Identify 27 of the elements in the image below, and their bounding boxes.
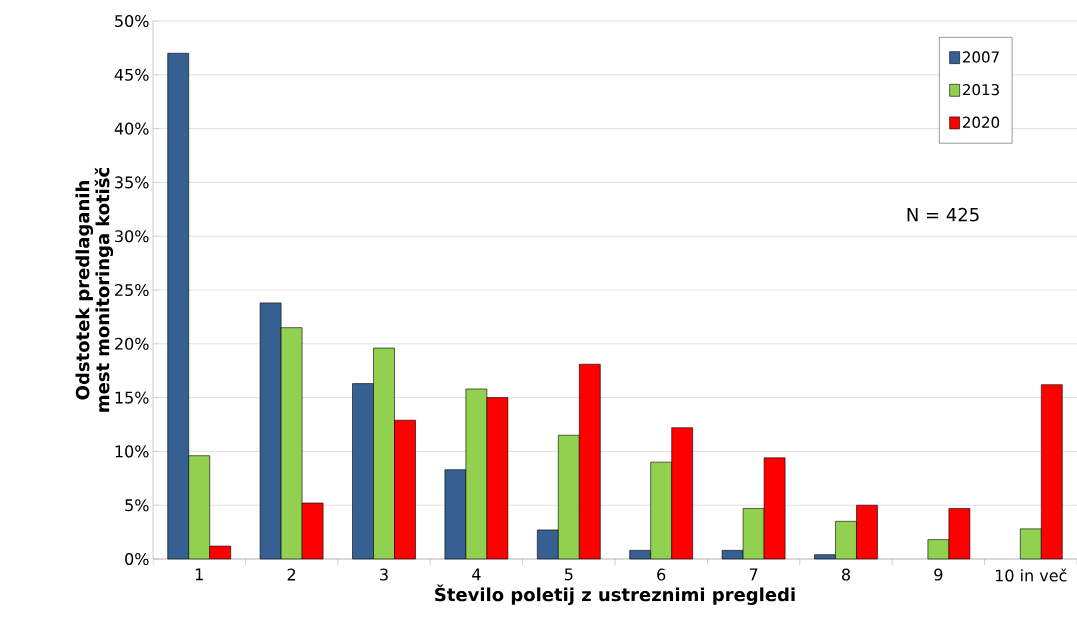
x-tick-label: 7 (749, 568, 758, 581)
y-tick-label: 5% (125, 499, 149, 512)
x-tick-label: 1 (195, 568, 203, 581)
x-tick-label: 9 (934, 568, 943, 581)
y-tick-label: 30% (115, 230, 149, 243)
y-tick-label: 40% (114, 122, 149, 135)
x-tick-label: 10 in več (995, 568, 1067, 582)
y-tick-label: 15% (115, 391, 149, 404)
x-tick-label: 2 (287, 568, 296, 581)
y-tick-label: 10% (115, 445, 149, 458)
x-tick-label: 4 (472, 568, 481, 581)
y-tick-label: 50% (115, 14, 149, 28)
y-tick-label: 35% (115, 176, 149, 189)
legend-label: 2020 (963, 116, 1000, 128)
x-axis-title: Število poletij z ustreznimi pregledi (435, 584, 795, 605)
annotation: N = 425 (907, 207, 979, 222)
y-tick-label: 45% (114, 68, 149, 81)
y-tick-label: 20% (115, 337, 149, 350)
y-tick-label: 0% (125, 552, 149, 566)
x-tick-label: 6 (657, 568, 666, 581)
x-tick-label: 8 (841, 568, 850, 581)
y-axis-title: Odstotek predlaganih mest monitoringa kotišč (75, 167, 114, 412)
legend-label: 2007 (963, 51, 999, 63)
y-tick-label: 25% (115, 283, 149, 297)
x-tick-label: 3 (380, 568, 388, 581)
legend-label: 2013 (963, 83, 999, 96)
x-tick-label: 5 (564, 568, 573, 581)
